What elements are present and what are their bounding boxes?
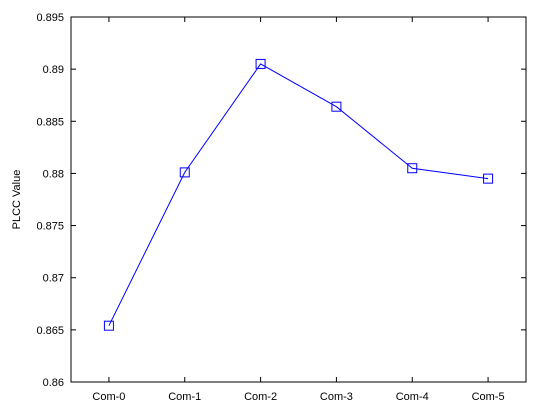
x-tick-label: Com-5 (472, 391, 505, 403)
x-tick-label: Com-2 (244, 391, 277, 403)
data-point-marker (331, 101, 342, 112)
x-tick-label: Com-0 (92, 391, 125, 403)
data-point-marker (179, 167, 190, 178)
y-axis-ticks: 0.86 0.865 0.87 0.875 0.88 0.885 0.89 0.895 (36, 12, 526, 389)
data-point-marker (407, 163, 418, 174)
y-tick-label: 0.87 (43, 273, 64, 285)
y-tick-label: 0.885 (36, 116, 64, 128)
y-tick-label: 0.895 (36, 12, 64, 24)
x-tick-label: Com-3 (320, 391, 353, 403)
data-point-marker (483, 173, 494, 184)
plot-area (70, 16, 527, 383)
y-axis-title: PLCC Value (11, 170, 23, 230)
series-layer (103, 58, 494, 331)
y-tick-label: 0.86 (43, 377, 64, 389)
y-tick-label: 0.875 (36, 221, 64, 233)
series-line (108, 63, 489, 326)
y-tick-label: 0.89 (43, 64, 64, 76)
data-point-marker (103, 320, 114, 331)
x-axis-ticks: Com-0 Com-1 Com-2 Com-3 Com-4 Com-5 (92, 17, 505, 403)
data-point-marker (255, 58, 266, 69)
x-tick-label: Com-1 (168, 391, 201, 403)
y-tick-label: 0.865 (36, 325, 64, 337)
y-tick-label: 0.88 (43, 168, 64, 180)
x-tick-label: Com-4 (396, 391, 429, 403)
